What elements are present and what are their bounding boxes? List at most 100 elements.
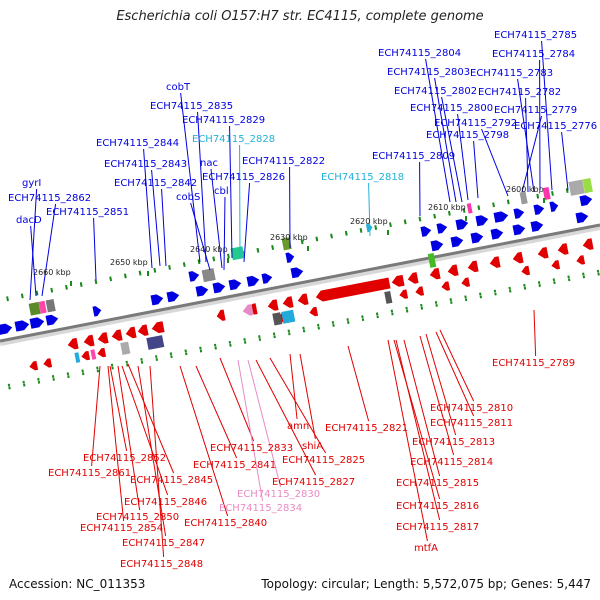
gene-label: ECH74115_2826 bbox=[202, 172, 285, 183]
gene-label: ECH74115_2843 bbox=[104, 159, 187, 170]
gene-arrow-shape bbox=[267, 299, 279, 311]
reverse-gene-arrow bbox=[43, 358, 53, 368]
reverse-gene-arrow bbox=[582, 238, 594, 250]
label-leader-line bbox=[41, 203, 57, 297]
gene-arrow-shape bbox=[489, 256, 501, 268]
gene-label: ECH74115_2779 bbox=[494, 105, 577, 116]
forward-gene-arrow bbox=[455, 219, 469, 231]
gene-label: ECH74115_2861 bbox=[48, 468, 131, 479]
gene-arrow-shape bbox=[533, 204, 545, 216]
gene-label: cobT bbox=[166, 82, 191, 93]
gene-arrow-shape bbox=[125, 326, 137, 339]
scale-tick-label: 2640 kbp bbox=[190, 245, 228, 254]
gene-arrow-shape bbox=[447, 264, 459, 276]
feature-block bbox=[38, 300, 47, 314]
gene-arrow-shape bbox=[475, 215, 489, 227]
label-leader-line bbox=[425, 333, 457, 436]
forward-gene-arrow bbox=[14, 320, 30, 332]
gene-label: ECH74115_2798 bbox=[426, 130, 509, 141]
feature-block bbox=[568, 179, 585, 196]
scale-tick-labels: 2660 kbp 2650 kbp 2640 kbp 2630 kbp 2620 kbp… bbox=[33, 185, 545, 286]
gene-label: ECH74115_2854 bbox=[80, 523, 163, 534]
highlight-reverse-gene-arrow bbox=[242, 304, 254, 316]
feature-block-shape bbox=[281, 237, 292, 251]
gene-label: ECH74115_2785 bbox=[494, 30, 577, 41]
forward-gene-arrow bbox=[575, 212, 589, 224]
gene-arrow-shape bbox=[242, 304, 254, 316]
reverse-gene-arrow bbox=[415, 286, 425, 296]
gene-label: ECH74115_2842 bbox=[114, 178, 197, 189]
reverse-gene-arrow bbox=[521, 265, 531, 276]
gene-arrow-shape bbox=[150, 294, 164, 306]
forward-gene-arrow bbox=[45, 314, 59, 326]
gene-arrow-shape bbox=[537, 246, 549, 259]
label-leader-line bbox=[117, 365, 141, 511]
gene-arrow-shape bbox=[430, 240, 444, 252]
label-leader-line bbox=[347, 345, 370, 422]
gene-label: ECH74115_2829 bbox=[182, 115, 265, 126]
gene-label: ECH74115_2840 bbox=[184, 518, 267, 529]
feature-block bbox=[230, 246, 245, 261]
label-leader-line bbox=[419, 335, 455, 456]
gene-arrow-shape bbox=[29, 360, 39, 371]
gene-label: ECH74115_2821 bbox=[325, 423, 408, 434]
gene-arrow-shape bbox=[436, 223, 448, 234]
genome-summary: Topology: circular; Length: 5,572,075 bp… bbox=[261, 577, 591, 591]
feature-block-shape bbox=[74, 352, 81, 363]
feature-block bbox=[582, 177, 593, 194]
reverse-gene-arrow bbox=[447, 264, 459, 276]
scale-tick-label: 2630 kbp bbox=[270, 233, 308, 242]
gene-arrow-shape bbox=[97, 347, 107, 358]
gene-arrow-shape bbox=[309, 306, 319, 317]
gene-label: amn bbox=[287, 421, 309, 432]
gene-label: ECH74115_2813 bbox=[412, 437, 495, 448]
gene-label: ECH74115_2809 bbox=[372, 151, 455, 162]
forward-gene-arrow bbox=[228, 279, 242, 291]
scale-tick-label: 2660 kbp bbox=[33, 268, 71, 277]
gene-label: ECH74115_2818 bbox=[321, 172, 404, 183]
map-background-layer bbox=[0, 183, 600, 390]
gene-arrow-shape bbox=[43, 358, 53, 368]
reverse-gene-arrow bbox=[315, 277, 391, 302]
feature-block bbox=[90, 349, 97, 360]
reverse-gene-arrow bbox=[391, 274, 405, 287]
feature-block-shape bbox=[38, 300, 47, 314]
label-leader-line bbox=[247, 359, 282, 488]
gene-label: ECH74115_2841 bbox=[193, 460, 276, 471]
gene-arrow-shape bbox=[576, 255, 586, 265]
gene-arrow-shape bbox=[441, 281, 451, 291]
gene-arrow-shape bbox=[83, 334, 95, 347]
forward-gene-arrow bbox=[513, 208, 525, 219]
gene-label: ECH74115_2835 bbox=[150, 101, 233, 112]
gene-label: ECH74115_2828 bbox=[192, 134, 275, 145]
reverse-gene-arrow bbox=[429, 267, 441, 280]
label-leader-line bbox=[561, 131, 569, 191]
reverse-gene-arrow bbox=[81, 350, 91, 361]
feature-block bbox=[120, 341, 131, 355]
scale-tick-label: 2620 kbp bbox=[350, 217, 388, 226]
feature-block-shape bbox=[201, 268, 216, 283]
gene-arrow-shape bbox=[111, 329, 123, 341]
forward-gene-arrow bbox=[493, 211, 509, 223]
label-leader-line bbox=[180, 92, 201, 263]
forward-gene-arrow bbox=[430, 240, 444, 252]
feature-block bbox=[427, 253, 437, 268]
tick-row-lower-outer bbox=[8, 272, 600, 390]
gene-label: cobS bbox=[176, 192, 200, 203]
gene-label: ECH74115_2802 bbox=[394, 86, 477, 97]
feature-block-shape bbox=[45, 299, 56, 313]
label-leader-line bbox=[517, 78, 535, 193]
gene-arrow-shape bbox=[166, 291, 180, 303]
gene-arrow-shape bbox=[490, 228, 504, 240]
gene-label: ECH74115_2783 bbox=[470, 68, 553, 79]
label-leader-line bbox=[481, 128, 509, 197]
forward-gene-arrow bbox=[530, 220, 544, 232]
label-leader-line bbox=[269, 357, 327, 454]
gene-arrow-shape bbox=[151, 321, 165, 334]
gene-arrow-shape bbox=[493, 211, 509, 223]
gene-arrow-shape bbox=[450, 236, 464, 248]
forward-gene-arrow bbox=[450, 236, 464, 248]
gene-label: ECH74115_2848 bbox=[120, 559, 203, 570]
gene-label: ECH74115_2789 bbox=[492, 358, 575, 369]
gene-arrow-shape bbox=[92, 306, 102, 317]
